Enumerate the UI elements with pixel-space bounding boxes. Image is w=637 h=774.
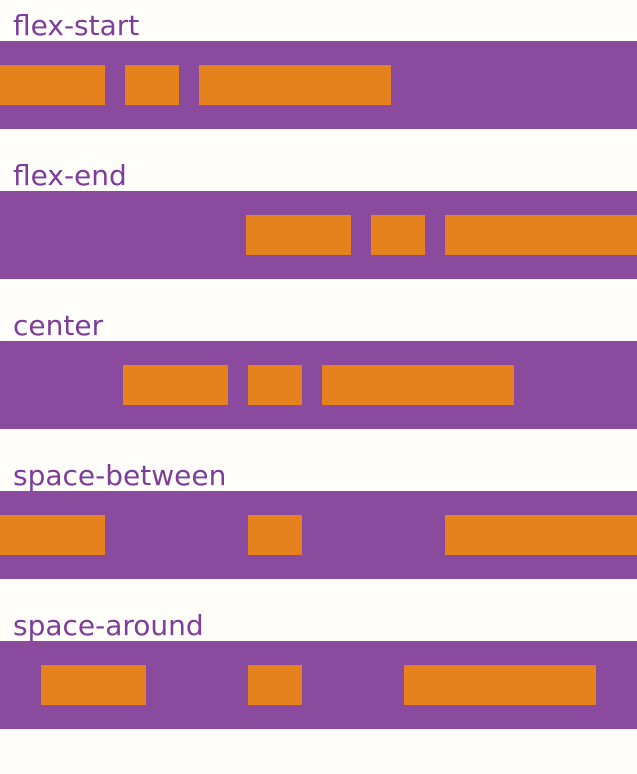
flex-item [123,365,228,405]
justify-demo-flex-start: flex-start [0,11,637,129]
justify-demo-flex-end: flex-end [0,161,637,279]
flex-item [248,515,302,555]
section-heading-flex-end: flex-end [13,159,127,192]
section-heading-flex-start: flex-start [13,9,140,42]
justify-demo-space-between: space-between [0,461,637,579]
justify-demo-center: center [0,311,637,429]
flex-container-flex-end [0,191,637,279]
flex-item [246,215,351,255]
flex-item [322,365,514,405]
flex-item [248,365,302,405]
flex-container-center [0,341,637,429]
flex-container-space-between [0,491,637,579]
flex-item [125,65,179,105]
flex-item [0,515,105,555]
flex-container-flex-start [0,41,637,129]
flex-item [445,215,637,255]
flex-container-space-around [0,641,637,729]
flex-item [445,515,637,555]
section-heading-space-between: space-between [13,459,227,492]
justify-demo-space-around: space-around [0,611,637,729]
flex-item [0,65,105,105]
section-heading-space-around: space-around [13,609,204,642]
flex-item [41,665,146,705]
flex-item [404,665,596,705]
flex-item [248,665,302,705]
flex-item [199,65,391,105]
section-heading-center: center [13,309,104,342]
flex-item [371,215,425,255]
